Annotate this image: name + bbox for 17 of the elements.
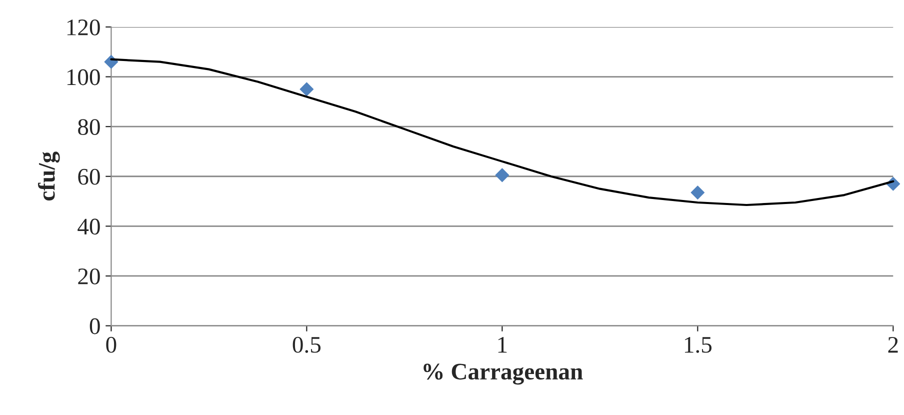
y-tick-label: 40 [78, 218, 100, 235]
x-tick-label: 0 [106, 336, 116, 353]
y-tick-label: 0 [90, 318, 100, 334]
x-tick-label: 1.5 [684, 336, 712, 353]
y-tick-label: 100 [67, 69, 100, 86]
point [495, 168, 510, 182]
y-tick-label: 80 [78, 119, 100, 135]
x-tick-label: 0.5 [292, 336, 321, 353]
y-tick-label: 120 [67, 19, 100, 36]
x-tick-label: 1 [498, 336, 507, 353]
point [690, 186, 705, 200]
y-tick-label: 60 [78, 168, 100, 185]
x-tick-label: 2 [888, 336, 898, 353]
point [300, 82, 314, 96]
y-tick-label: 20 [78, 268, 100, 284]
y-axis-title: cfu/g [38, 152, 60, 200]
x-axis-title: % Carrageenan [424, 364, 583, 385]
